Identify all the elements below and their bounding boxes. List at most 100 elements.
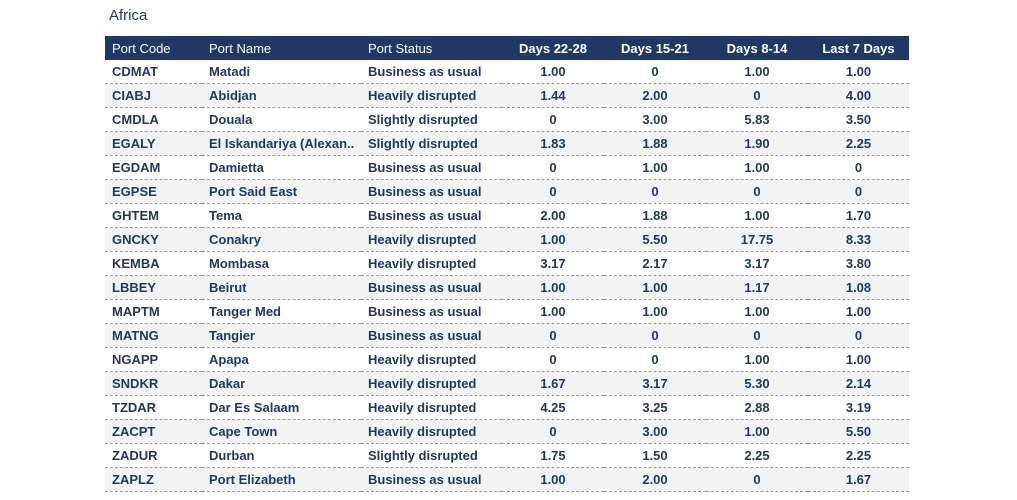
port-code-cell: CMDLA bbox=[105, 107, 202, 132]
days-22-28-cell: 1.83 bbox=[502, 131, 604, 156]
port-name-cell: Tanger Med bbox=[202, 299, 361, 324]
days-8-14-cell: 1.00 bbox=[706, 347, 808, 372]
days-8-14-cell: 2.25 bbox=[706, 443, 808, 468]
days-15-21-cell: 1.00 bbox=[604, 155, 706, 180]
port-name-cell: Dar Es Salaam bbox=[202, 395, 361, 420]
port-name-cell: Apapa bbox=[202, 347, 361, 372]
days-15-21-cell: 3.25 bbox=[604, 395, 706, 420]
last-7-days-cell: 1.00 bbox=[808, 60, 909, 84]
table-row[interactable]: ZAPLZ Port Elizabeth Business as usual 1.00… bbox=[105, 467, 909, 492]
port-name-cell: Mombasa bbox=[202, 251, 361, 276]
port-name-cell: Tangier bbox=[202, 323, 361, 348]
port-name-cell: El Iskandariya (Alexan.. bbox=[202, 131, 361, 156]
port-status-cell: Business as usual bbox=[361, 323, 502, 348]
port-status-cell: Business as usual bbox=[361, 299, 502, 324]
port-code-cell: ZACPT bbox=[105, 419, 202, 444]
table-body: CDMAT Matadi Business as usual 1.00 0 1.00 1.0… bbox=[105, 60, 909, 492]
days-15-21-cell: 1.88 bbox=[604, 131, 706, 156]
port-status-cell: Business as usual bbox=[361, 155, 502, 180]
days-8-14-cell: 5.30 bbox=[706, 371, 808, 396]
port-code-cell: KEMBA bbox=[105, 251, 202, 276]
table-row[interactable]: GNCKY Conakry Heavily disrupted 1.00 5.50 17.… bbox=[105, 227, 909, 252]
column-header-days-22-28[interactable]: Days 22-28 bbox=[502, 36, 604, 60]
table-header: Port Code Port Name Port Status Days 22-… bbox=[105, 36, 909, 60]
region-title: Africa bbox=[109, 7, 148, 24]
table-row[interactable]: ZACPT Cape Town Heavily disrupted 0 3.00 1.00… bbox=[105, 419, 909, 444]
table-row[interactable]: CMDLA Douala Slightly disrupted 0 3.00 5.83 3.… bbox=[105, 107, 909, 132]
days-8-14-cell: 2.88 bbox=[706, 395, 808, 420]
days-8-14-cell: 1.00 bbox=[706, 419, 808, 444]
days-8-14-cell: 5.83 bbox=[706, 107, 808, 132]
days-8-14-cell: 0 bbox=[706, 179, 808, 204]
days-15-21-cell: 2.00 bbox=[604, 467, 706, 492]
port-name-cell: Dakar bbox=[202, 371, 361, 396]
port-name-cell: Port Elizabeth bbox=[202, 467, 361, 492]
days-22-28-cell: 1.00 bbox=[502, 467, 604, 492]
days-22-28-cell: 1.75 bbox=[502, 443, 604, 468]
table-row[interactable]: KEMBA Mombasa Heavily disrupted 3.17 2.17 3.1… bbox=[105, 251, 909, 276]
last-7-days-cell: 3.50 bbox=[808, 107, 909, 132]
days-22-28-cell: 0 bbox=[502, 323, 604, 348]
port-code-cell: GNCKY bbox=[105, 227, 202, 252]
port-code-cell: SNDKR bbox=[105, 371, 202, 396]
table-row[interactable]: MAPTM Tanger Med Business as usual 1.00 1.00… bbox=[105, 299, 909, 324]
column-header-last-7-days[interactable]: Last 7 Days bbox=[808, 36, 909, 60]
days-15-21-cell: 0 bbox=[604, 179, 706, 204]
days-8-14-cell: 17.75 bbox=[706, 227, 808, 252]
header-row: Port Code Port Name Port Status Days 22-… bbox=[105, 36, 909, 60]
port-status-cell: Slightly disrupted bbox=[361, 107, 502, 132]
column-header-days-15-21[interactable]: Days 15-21 bbox=[604, 36, 706, 60]
port-name-cell: Matadi bbox=[202, 60, 361, 84]
port-code-cell: LBBEY bbox=[105, 275, 202, 300]
port-status-cell: Business as usual bbox=[361, 275, 502, 300]
column-header-days-8-14[interactable]: Days 8-14 bbox=[706, 36, 808, 60]
days-8-14-cell: 1.17 bbox=[706, 275, 808, 300]
port-status-cell: Business as usual bbox=[361, 203, 502, 228]
table-row[interactable]: EGPSE Port Said East Business as usual 0 0 0 0 bbox=[105, 179, 909, 204]
port-status-cell: Slightly disrupted bbox=[361, 131, 502, 156]
days-15-21-cell: 0 bbox=[604, 323, 706, 348]
days-22-28-cell: 1.00 bbox=[502, 227, 604, 252]
table-row[interactable]: NGAPP Apapa Heavily disrupted 0 0 1.00 1.00 bbox=[105, 347, 909, 372]
days-8-14-cell: 1.00 bbox=[706, 60, 808, 84]
port-code-cell: EGDAM bbox=[105, 155, 202, 180]
column-header-port-code[interactable]: Port Code bbox=[105, 36, 202, 60]
days-22-28-cell: 0 bbox=[502, 155, 604, 180]
table-row[interactable]: EGDAM Damietta Business as usual 0 1.00 1.00 0 bbox=[105, 155, 909, 180]
port-name-cell: Conakry bbox=[202, 227, 361, 252]
table-row[interactable]: SNDKR Dakar Heavily disrupted 1.67 3.17 5.30 2… bbox=[105, 371, 909, 396]
days-8-14-cell: 3.17 bbox=[706, 251, 808, 276]
table-row[interactable]: EGALY El Iskandariya (Alexan.. Slightly di… bbox=[105, 131, 909, 156]
port-code-cell: ZAPLZ bbox=[105, 467, 202, 492]
days-8-14-cell: 0 bbox=[706, 323, 808, 348]
last-7-days-cell: 1.67 bbox=[808, 467, 909, 492]
port-name-cell: Abidjan bbox=[202, 83, 361, 108]
table-row[interactable]: MATNG Tangier Business as usual 0 0 0 0 bbox=[105, 323, 909, 348]
column-header-port-status[interactable]: Port Status bbox=[361, 36, 502, 60]
port-code-cell: NGAPP bbox=[105, 347, 202, 372]
table-row[interactable]: ZADUR Durban Slightly disrupted 1.75 1.50 2.2… bbox=[105, 443, 909, 468]
last-7-days-cell: 1.70 bbox=[808, 203, 909, 228]
table-row[interactable]: GHTEM Tema Business as usual 2.00 1.88 1.00 1.… bbox=[105, 203, 909, 228]
port-code-cell: ZADUR bbox=[105, 443, 202, 468]
last-7-days-cell: 0 bbox=[808, 323, 909, 348]
last-7-days-cell: 0 bbox=[808, 179, 909, 204]
table-row[interactable]: TZDAR Dar Es Salaam Heavily disrupted 4.25 3… bbox=[105, 395, 909, 420]
days-8-14-cell: 1.00 bbox=[706, 155, 808, 180]
days-8-14-cell: 1.00 bbox=[706, 299, 808, 324]
days-15-21-cell: 0 bbox=[604, 347, 706, 372]
column-header-port-name[interactable]: Port Name bbox=[202, 36, 361, 60]
port-code-cell: CDMAT bbox=[105, 60, 202, 84]
table-row[interactable]: LBBEY Beirut Business as usual 1.00 1.00 1.17… bbox=[105, 275, 909, 300]
days-22-28-cell: 1.00 bbox=[502, 299, 604, 324]
days-15-21-cell: 3.00 bbox=[604, 107, 706, 132]
days-15-21-cell: 0 bbox=[604, 60, 706, 84]
port-code-cell: MATNG bbox=[105, 323, 202, 348]
table-row[interactable]: CDMAT Matadi Business as usual 1.00 0 1.00 1.0… bbox=[105, 60, 909, 84]
table-row[interactable]: CIABJ Abidjan Heavily disrupted 1.44 2.00 0 4.… bbox=[105, 83, 909, 108]
days-15-21-cell: 1.00 bbox=[604, 275, 706, 300]
days-22-28-cell: 0 bbox=[502, 107, 604, 132]
days-15-21-cell: 5.50 bbox=[604, 227, 706, 252]
days-22-28-cell: 0 bbox=[502, 347, 604, 372]
port-name-cell: Tema bbox=[202, 203, 361, 228]
